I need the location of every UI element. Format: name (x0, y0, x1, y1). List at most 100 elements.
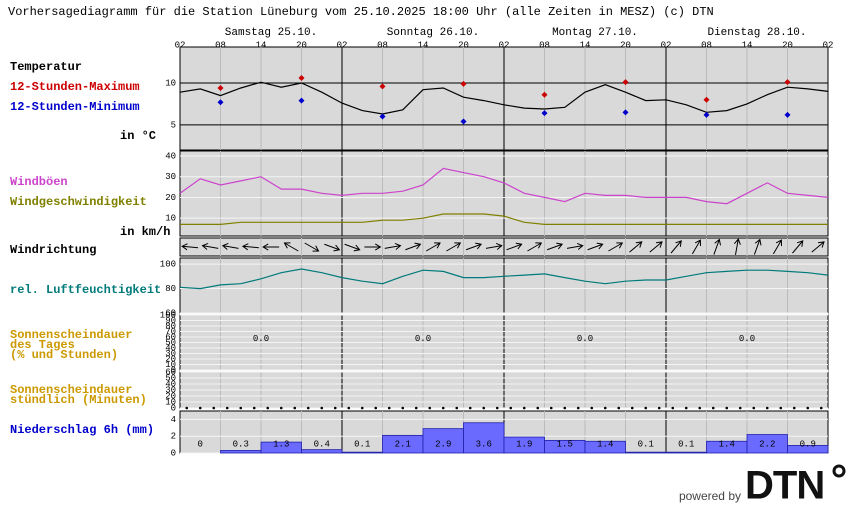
sunshine-dot (671, 406, 675, 410)
sunshine-dot (320, 406, 324, 410)
bar (746, 434, 788, 454)
bar-value-label: 0.4 (314, 439, 330, 449)
sunshine-dot (428, 406, 432, 410)
panel-label: Windgeschwindigkeit (10, 195, 147, 209)
y-tick-label: 0 (171, 403, 176, 413)
sunshine-dot (563, 406, 567, 410)
y-tick-label: 2 (171, 432, 176, 442)
y-tick-label: 60 (165, 308, 176, 318)
sunshine-dot (509, 406, 513, 410)
sunshine-dot (239, 406, 243, 410)
sunshine-dot (644, 406, 648, 410)
wind-arrow (283, 242, 299, 252)
y-tick-label: 20 (165, 391, 176, 401)
extreme-marker (298, 74, 305, 81)
sunshine-dot (279, 406, 283, 410)
y-tick-label: 60 (165, 332, 176, 342)
wind-arrow (608, 242, 624, 252)
sunshine-dot (333, 406, 337, 410)
hour-label: 08 (215, 40, 226, 50)
extreme-marker (703, 111, 710, 118)
y-tick-label: 40 (165, 343, 176, 353)
extreme-marker (622, 109, 629, 116)
wind-arrow (465, 242, 483, 251)
bar-value-label: 0.9 (800, 439, 816, 449)
wind-arrow (691, 239, 701, 255)
sunshine-dot (549, 406, 553, 410)
day-label: Montag 27.10. (552, 27, 638, 39)
wind-arrow (201, 242, 219, 250)
wind-arrow (446, 242, 462, 252)
y-tick-label: 0 (171, 448, 176, 458)
bar (422, 428, 464, 454)
hour-label: 14 (742, 40, 753, 50)
wind-arrow (629, 241, 643, 253)
wind-arrow (713, 238, 721, 255)
dtn-logo: DTN (745, 464, 824, 508)
bar-value-label: 0 (198, 439, 203, 449)
panel-label: des Tages (10, 338, 75, 352)
bar-value-label: 3.6 (476, 439, 492, 449)
series-line (179, 167, 829, 205)
wind-arrow (384, 242, 402, 250)
bar-value-label: 1.4 (597, 439, 613, 449)
sunshine-dot (738, 406, 742, 410)
y-tick-label: 80 (165, 321, 176, 331)
sunshine-dot (360, 406, 364, 410)
bar (341, 451, 383, 454)
bar-value-label: 2.1 (395, 439, 411, 449)
hour-label: 02 (661, 40, 672, 50)
extreme-marker (622, 79, 629, 86)
wind-arrow (181, 243, 199, 251)
sunshine-dot (765, 406, 769, 410)
bar-value-label: 1.5 (557, 439, 573, 449)
y-tick-label: 100 (160, 310, 176, 320)
y-tick-label: 10 (165, 78, 176, 88)
bar-value-label: 0.1 (638, 439, 654, 449)
wind-arrow (506, 242, 523, 251)
sunshine-dot (792, 406, 796, 410)
sunshine-dot (711, 406, 715, 410)
bar-value-label: 0.1 (678, 439, 694, 449)
wind-arrow (262, 243, 280, 251)
extreme-marker (541, 91, 548, 98)
sunshine-dot (198, 406, 202, 410)
extreme-marker (541, 110, 548, 117)
wind-arrow (566, 242, 584, 250)
sunshine-dot (630, 406, 634, 410)
panel-label: 12-Stunden-Minimum (10, 100, 140, 114)
hour-label: 02 (175, 40, 186, 50)
panel-label: 12-Stunden-Maximum (10, 80, 140, 94)
sunshine-dot (414, 406, 418, 410)
panel-label: rel. Luftfeuchtigkeit (10, 283, 161, 297)
hour-label: 02 (499, 40, 510, 50)
sunshine-dot (185, 406, 189, 410)
bar-value-label: 2.2 (759, 439, 775, 449)
powered-by: powered by (679, 489, 741, 503)
bar (584, 440, 626, 454)
panel-label: stündlich (Minuten) (10, 393, 147, 407)
extreme-marker (379, 83, 386, 90)
hour-label: 14 (418, 40, 429, 50)
series-line (180, 213, 828, 225)
sunshine-dot (266, 406, 270, 410)
bar (260, 441, 302, 454)
sunshine-dot (806, 406, 810, 410)
bar (463, 422, 505, 454)
extreme-marker (217, 99, 224, 106)
y-tick-label: 80 (165, 284, 176, 294)
y-tick-label: 30 (165, 172, 176, 182)
hour-label: 08 (377, 40, 388, 50)
sunshine-dot (779, 406, 783, 410)
extreme-marker (298, 97, 305, 104)
hour-label: 08 (539, 40, 550, 50)
sunshine-dot (347, 406, 351, 410)
panel-label: in °C (120, 129, 156, 143)
sunshine-dot (590, 406, 594, 410)
y-tick-label: 90 (165, 316, 176, 326)
y-tick-label: 30 (165, 349, 176, 359)
y-tick-label: 100 (160, 259, 176, 269)
wind-arrow (811, 241, 825, 253)
wind-arrow (221, 242, 239, 250)
sunshine-dot (482, 406, 486, 410)
